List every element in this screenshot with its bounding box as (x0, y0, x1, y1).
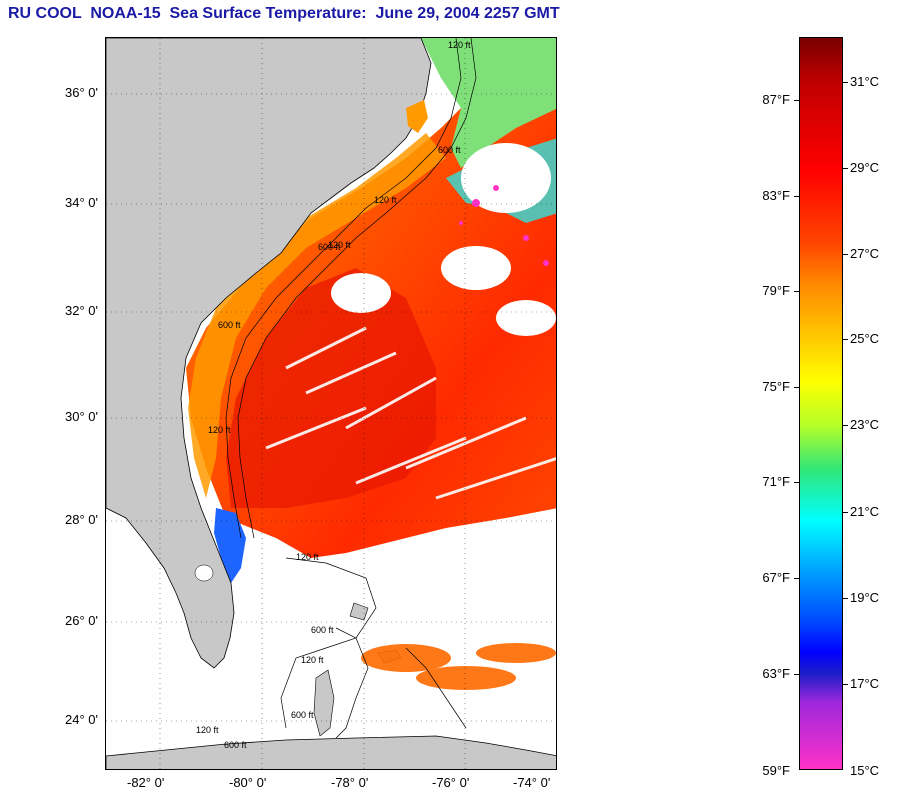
celsius-label: 17°C (850, 676, 880, 691)
lon-label: -82° 0' (127, 775, 165, 790)
lon-label: -76° 0' (432, 775, 470, 790)
celsius-label: 23°C (850, 417, 880, 432)
colorbar-tick (843, 82, 848, 83)
cloud-patch (461, 143, 551, 213)
colorbar-tick (843, 598, 848, 599)
isobath-label: 120 ft (196, 725, 219, 735)
colorbar-tick (843, 425, 848, 426)
lake-okeechobee (194, 564, 214, 582)
isobath-label: 600 ft (224, 740, 247, 750)
isobath-label: 600 ft (291, 710, 314, 720)
isobath-label: 120 ft (374, 195, 397, 205)
isobath-label: 120 ft (448, 40, 471, 50)
colorbar-tick (843, 339, 848, 340)
land-bahamas (313, 669, 335, 737)
celsius-label: 27°C (850, 246, 880, 261)
cloud-patch (331, 273, 391, 313)
fahrenheit-label: 83°F (762, 188, 790, 203)
lat-label: 32° 0' (65, 303, 98, 318)
cloud-patch (496, 300, 556, 336)
fahrenheit-label: 71°F (762, 474, 790, 489)
cold-upwelling (214, 508, 246, 583)
isobath-label: 600 ft (318, 242, 341, 252)
lat-label: 26° 0' (65, 613, 98, 628)
lon-label: -74° 0' (513, 775, 551, 790)
cloud-patch (441, 246, 511, 290)
colorbar-tick (843, 684, 848, 685)
cold-speckles (459, 185, 549, 266)
graticule (106, 38, 556, 769)
map-title: RU COOL NOAA-15 Sea Surface Temperature:… (8, 5, 560, 22)
isobath-labels: 120 ft 600 ft 120 ft 600 ft 120 ft 600 f… (196, 40, 471, 750)
fahrenheit-label: 87°F (762, 92, 790, 107)
isobath-label: 120 ft (301, 655, 324, 665)
fahrenheit-label: 63°F (762, 666, 790, 681)
lat-label: 34° 0' (65, 195, 98, 210)
isobath-contours (225, 38, 477, 739)
colorbar-tick (794, 674, 799, 675)
celsius-label: 29°C (850, 160, 880, 175)
isobath-label: 120 ft (328, 240, 351, 250)
lon-label: -80° 0' (229, 775, 267, 790)
lat-label: 28° 0' (65, 512, 98, 527)
bank-water (361, 643, 556, 690)
colorbar-tick (794, 100, 799, 101)
colorbar-tick (843, 168, 848, 169)
lat-label: 36° 0' (65, 85, 98, 100)
colorbar-tick (794, 291, 799, 292)
fahrenheit-label: 67°F (762, 570, 790, 585)
isobath-label: 600 ft (218, 320, 241, 330)
sst-map-canvas: 120 ft 600 ft 120 ft 600 ft 120 ft 600 f… (106, 38, 556, 769)
isobath-label: 120 ft (208, 425, 231, 435)
lat-label: 24° 0' (65, 712, 98, 727)
celsius-label: 15°C (850, 763, 880, 778)
colorbar-tick (794, 387, 799, 388)
sst-map: 120 ft 600 ft 120 ft 600 ft 120 ft 600 f… (105, 37, 557, 770)
isobath-label: 600 ft (311, 625, 334, 635)
cool-water-north (421, 38, 556, 168)
celsius-label: 31°C (850, 74, 880, 89)
isobath-label: 120 ft (296, 552, 319, 562)
celsius-label: 19°C (850, 590, 880, 605)
gulf-stream-core (226, 268, 436, 508)
isobath-label: 600 ft (438, 145, 461, 155)
temperature-colorbar (799, 37, 843, 770)
fahrenheit-label: 79°F (762, 283, 790, 298)
lon-label: -78° 0' (331, 775, 369, 790)
lat-label: 30° 0' (65, 409, 98, 424)
colorbar-tick (794, 482, 799, 483)
land-cuba (106, 735, 556, 769)
colorbar-tick (843, 254, 848, 255)
land-us-coast (106, 38, 432, 669)
colorbar-tick (843, 512, 848, 513)
fahrenheit-label: 75°F (762, 379, 790, 394)
sound-water (406, 100, 428, 133)
fahrenheit-label: 59°F (762, 763, 790, 778)
celsius-label: 25°C (850, 331, 880, 346)
cloud-streaks (265, 326, 556, 500)
colorbar-tick (794, 196, 799, 197)
land-bahamas (349, 602, 369, 621)
colorbar-tick (794, 578, 799, 579)
celsius-label: 21°C (850, 504, 880, 519)
shelf-water (188, 133, 446, 498)
